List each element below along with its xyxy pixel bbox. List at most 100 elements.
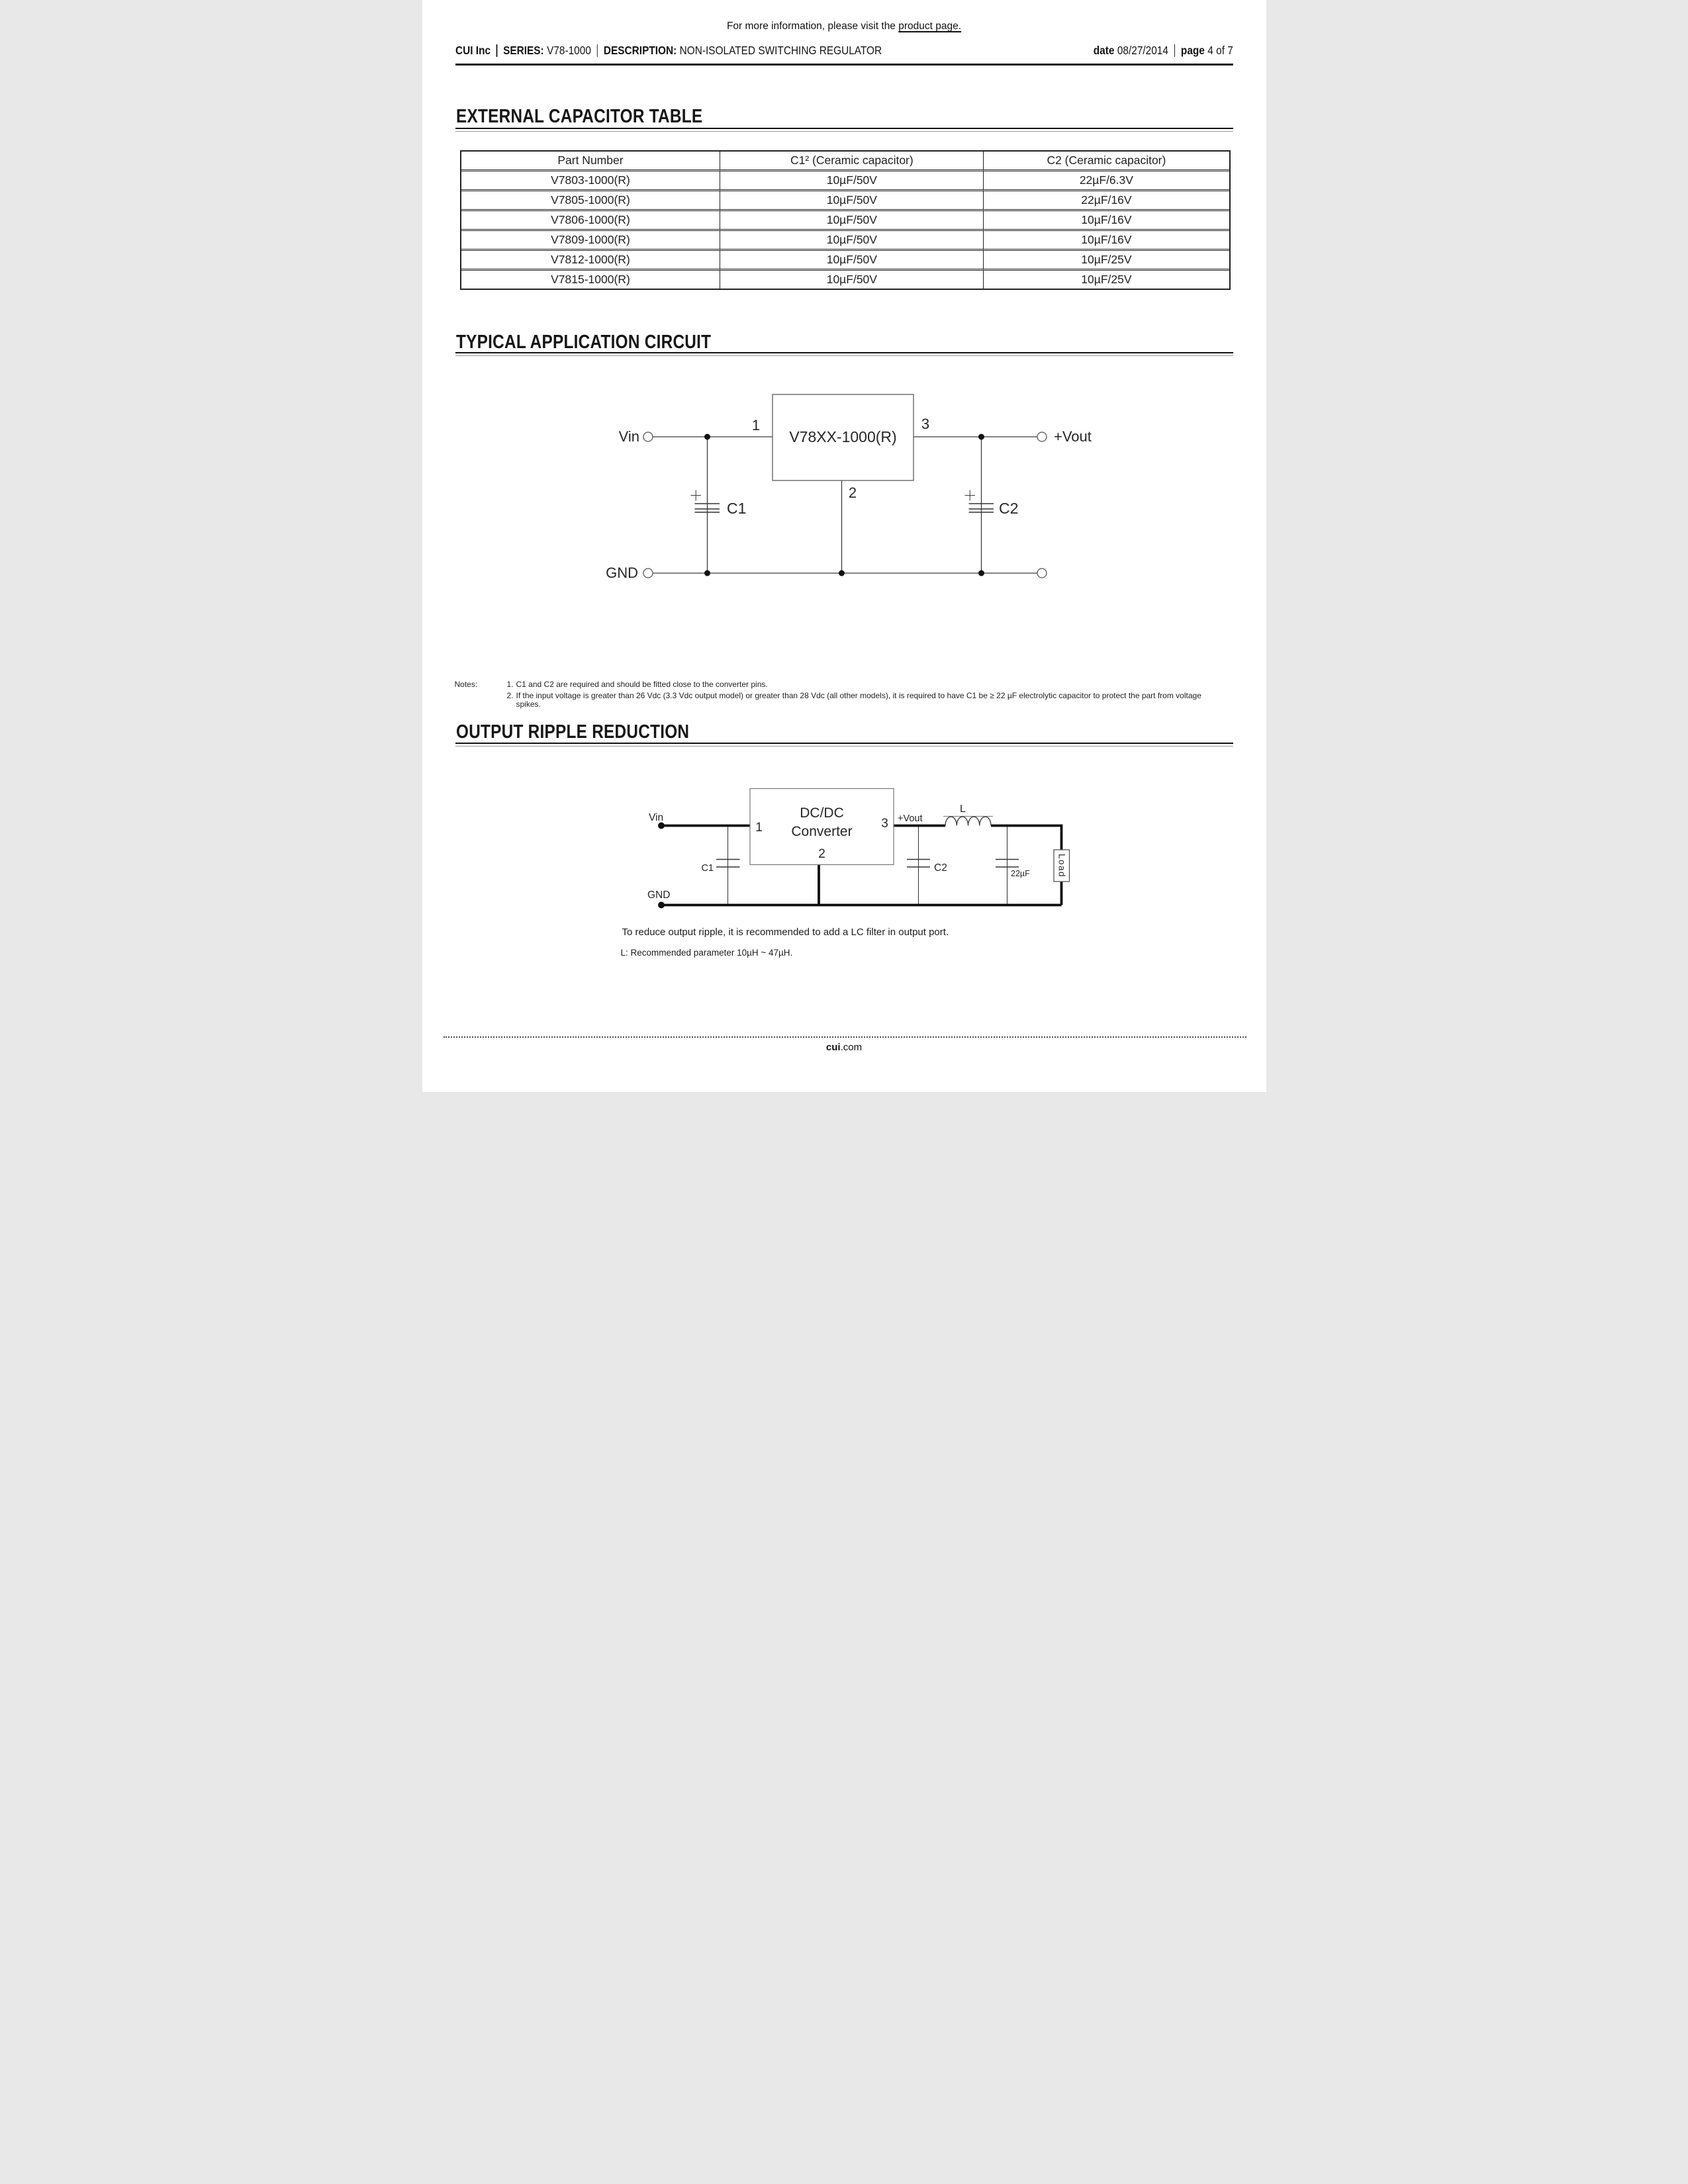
junction-dots bbox=[704, 433, 984, 576]
table-row: V7809-1000(R) 10µF/50V 10µF/16V bbox=[461, 231, 1229, 251]
vout-label: +Vout bbox=[1054, 428, 1092, 445]
regulator-box bbox=[771, 394, 914, 481]
capacitor-c1-plates-icon bbox=[716, 858, 739, 868]
vout-label: +Vout bbox=[898, 813, 923, 824]
section-title-output-ripple-reduction: OUTPUT RIPPLE REDUCTION bbox=[455, 721, 689, 743]
capacitor-c2-plates-icon bbox=[968, 503, 994, 513]
c1-label: C1 bbox=[701, 863, 714, 874]
table-cell: 10µF/25V bbox=[983, 271, 1229, 289]
header-bar: CUI Inc SERIES: V78-1000 DESCRIPTION: NO… bbox=[455, 44, 1233, 58]
plus-polarity-icon bbox=[690, 490, 701, 501]
pin2-label: 2 bbox=[848, 484, 856, 501]
capacitor-22uf-plates-icon bbox=[995, 858, 1019, 868]
circuit2-thick-wires bbox=[661, 824, 1062, 907]
notes-label: Notes: bbox=[454, 680, 478, 689]
brand: CUI Inc bbox=[455, 44, 491, 57]
vin-label: Vin bbox=[649, 812, 663, 823]
note-text: If the input voltage is greater than 26 … bbox=[516, 690, 1201, 709]
table-cell: 10µF/50V bbox=[720, 231, 984, 251]
col-header-c1: C1² (Ceramic capacitor) bbox=[720, 152, 984, 171]
terminal-circles bbox=[642, 432, 1047, 578]
pin1-label: 1 bbox=[751, 417, 759, 433]
page-label: page bbox=[1180, 44, 1205, 57]
col-header-part-number: Part Number bbox=[461, 152, 720, 171]
table-cell: V7812-1000(R) bbox=[461, 251, 720, 271]
notes-block: Notes: 1. C1 and C2 are required and sho… bbox=[455, 680, 1231, 709]
section-title-external-capacitor-table: EXTERNAL CAPACITOR TABLE bbox=[455, 106, 702, 127]
table-cell: 22µF/16V bbox=[983, 191, 1229, 211]
c2-label: C2 bbox=[934, 862, 947, 874]
circuit2-thin-wires bbox=[727, 825, 1008, 905]
datasheet-page: For more information, please visit the p… bbox=[422, 0, 1266, 1092]
output-ripple-reduction-diagram: Vin GND +Vout DC/DC Converter 1 3 2 C1 C… bbox=[647, 788, 1070, 909]
gnd-label: GND bbox=[606, 565, 638, 581]
capacitor-table: Part Number C1² (Ceramic capacitor) C2 (… bbox=[459, 150, 1231, 290]
section-title-typical-application-circuit: TYPICAL APPLICATION CIRCUIT bbox=[455, 332, 711, 353]
gnd-label: GND bbox=[647, 889, 670, 901]
table-cell: 10µF/50V bbox=[720, 211, 984, 231]
note-item: 1. C1 and C2 are required and should be … bbox=[507, 680, 1210, 690]
terminal-dots bbox=[657, 822, 665, 909]
header-left: CUI Inc SERIES: V78-1000 DESCRIPTION: NO… bbox=[455, 44, 882, 58]
vin-label: Vin bbox=[618, 428, 639, 445]
c1-label: C1 bbox=[727, 500, 746, 517]
regulator-box-label: V78XX-1000(R) bbox=[789, 428, 896, 445]
table-row: V7815-1000(R) 10µF/50V 10µF/25V bbox=[461, 271, 1229, 289]
table-row: V7805-1000(R) 10µF/50V 22µF/16V bbox=[461, 191, 1229, 211]
table-cell: V7805-1000(R) bbox=[461, 191, 720, 211]
pin3-label: 3 bbox=[921, 416, 929, 432]
note-text: C1 and C2 are required and should be fit… bbox=[516, 680, 768, 689]
notes-list: 1. C1 and C2 are required and should be … bbox=[507, 680, 1210, 709]
header-rule bbox=[455, 64, 1233, 66]
inductor-coil-icon bbox=[944, 816, 992, 826]
circuit1-wires bbox=[652, 436, 1037, 574]
page-number: 4 of 7 bbox=[1207, 44, 1233, 57]
footer-domain-rest: .com bbox=[840, 1042, 863, 1053]
section-rule bbox=[455, 743, 1233, 747]
ripple-subcaption: L: Recommended parameter 10µH ~ 47µH. bbox=[620, 948, 793, 958]
pin2-label: 2 bbox=[818, 847, 825, 861]
note-number: 2. bbox=[506, 690, 514, 700]
capacitor-c2-plates-icon bbox=[906, 858, 930, 868]
converter-box bbox=[749, 788, 894, 866]
table-cell: 10µF/16V bbox=[983, 211, 1229, 231]
date-value: 08/27/2014 bbox=[1117, 44, 1168, 57]
table-cell: 10µF/25V bbox=[983, 251, 1229, 271]
capacitor-c1-plates-icon bbox=[694, 503, 720, 513]
top-note: For more information, please visit the p… bbox=[422, 21, 1266, 32]
note-item: 2. If the input voltage is greater than … bbox=[506, 690, 1210, 709]
table-cell: V7803-1000(R) bbox=[461, 171, 720, 191]
table-row: V7806-1000(R) 10µF/50V 10µF/16V bbox=[461, 211, 1229, 231]
table-row: V7803-1000(R) 10µF/50V 22µF/6.3V bbox=[461, 171, 1229, 191]
top-note-text: For more information, please visit the bbox=[726, 21, 899, 32]
converter-box-label-line1: DC/DC bbox=[800, 805, 844, 821]
footer-dotted-rule bbox=[443, 1036, 1246, 1038]
footer-domain: cui.com bbox=[422, 1042, 1266, 1053]
date-label: date bbox=[1093, 44, 1115, 57]
table-row: V7812-1000(R) 10µF/50V 10µF/25V bbox=[461, 251, 1229, 271]
table-cell: V7806-1000(R) bbox=[461, 211, 720, 231]
description-label: DESCRIPTION: bbox=[603, 44, 677, 57]
separator bbox=[596, 44, 598, 57]
table-cell: 22µF/6.3V bbox=[983, 171, 1229, 191]
footer-domain-bold: cui bbox=[825, 1042, 841, 1053]
table-header-row: Part Number C1² (Ceramic capacitor) C2 (… bbox=[461, 152, 1229, 171]
table-cell: V7815-1000(R) bbox=[551, 273, 630, 286]
load-label: Load bbox=[1056, 854, 1066, 878]
table-cell: 10µF/50V bbox=[720, 271, 983, 289]
col-header-c2: C2 (Ceramic capacitor) bbox=[983, 152, 1229, 171]
note-number: 1. bbox=[506, 680, 514, 689]
cap-value-label: 22µF bbox=[1011, 869, 1030, 878]
table-cell: 10µF/50V bbox=[720, 171, 984, 191]
inductor-label: L bbox=[960, 803, 966, 815]
table-cell: V7809-1000(R) bbox=[461, 231, 720, 251]
series-label: SERIES: bbox=[502, 44, 544, 57]
section-rule bbox=[455, 352, 1233, 356]
table-cell: 10µF/50V bbox=[720, 191, 984, 211]
description-value: NON-ISOLATED SWITCHING REGULATOR bbox=[679, 44, 882, 57]
converter-box-label-line2: Converter bbox=[791, 824, 852, 839]
plus-polarity-icon bbox=[964, 490, 975, 501]
pin3-label: 3 bbox=[881, 817, 888, 831]
product-page-link[interactable]: product page. bbox=[898, 21, 962, 32]
typical-application-circuit-diagram: Vin GND +Vout V78XX-1000(R) 1 3 2 C1 C2 bbox=[606, 394, 1092, 581]
